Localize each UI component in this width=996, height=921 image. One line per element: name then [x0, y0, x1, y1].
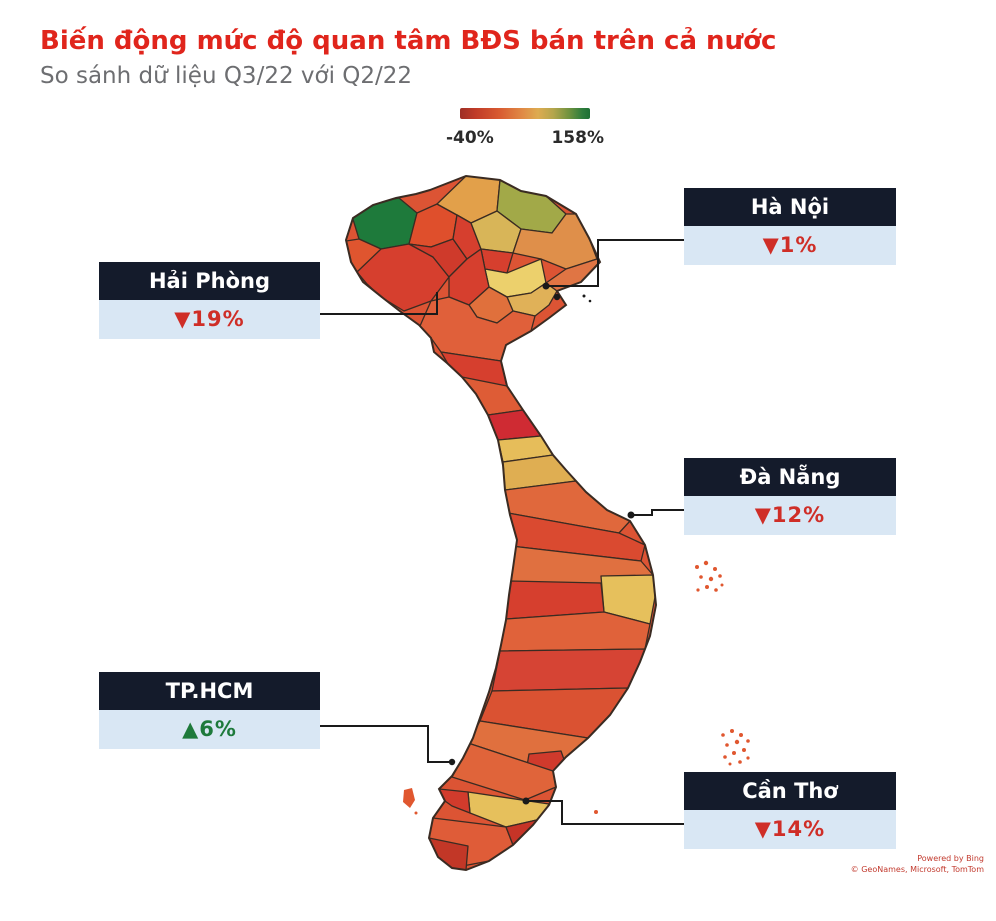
city-dots	[448, 282, 635, 805]
callout-cantho-value: ▼14%	[684, 810, 896, 849]
callout-hanoi-value: ▼1%	[684, 226, 896, 265]
legend-max-label: 158%	[551, 128, 604, 148]
callout-haiphong: Hải Phòng ▼19%	[99, 262, 320, 339]
attribution-powered-by: Powered by Bing	[917, 854, 984, 864]
country-outline	[344, 174, 658, 872]
callout-cantho: Cần Thơ ▼14%	[684, 772, 896, 849]
callout-hanoi-city: Hà Nội	[684, 188, 896, 226]
callout-danang: Đà Nẵng ▼12%	[684, 458, 896, 535]
callout-tphcm: TP.HCM ▲6%	[99, 672, 320, 749]
color-scale-legend: -40% 158%	[446, 108, 604, 148]
callout-haiphong-value: ▼19%	[99, 300, 320, 339]
color-scale-gradient-bar	[460, 108, 590, 119]
connector-lines	[320, 239, 684, 825]
legend-min-label: -40%	[446, 128, 494, 148]
map-attribution: Powered by Bing © GeoNames, Microsoft, T…	[851, 854, 984, 875]
callout-tphcm-city: TP.HCM	[99, 672, 320, 710]
callout-tphcm-value: ▲6%	[99, 710, 320, 749]
callout-hanoi: Hà Nội ▼1%	[684, 188, 896, 265]
callout-haiphong-city: Hải Phòng	[99, 262, 320, 300]
page-subtitle: So sánh dữ liệu Q3/22 với Q2/22	[40, 63, 413, 89]
province-polygons	[346, 176, 656, 870]
island-dots	[403, 560, 750, 815]
callout-danang-value: ▼12%	[684, 496, 896, 535]
callout-cantho-city: Cần Thơ	[684, 772, 896, 810]
callout-danang-city: Đà Nẵng	[684, 458, 896, 496]
page-title: Biến động mức độ quan tâm BĐS bán trên c…	[40, 26, 777, 56]
attribution-copyright: © GeoNames, Microsoft, TomTom	[850, 864, 984, 874]
